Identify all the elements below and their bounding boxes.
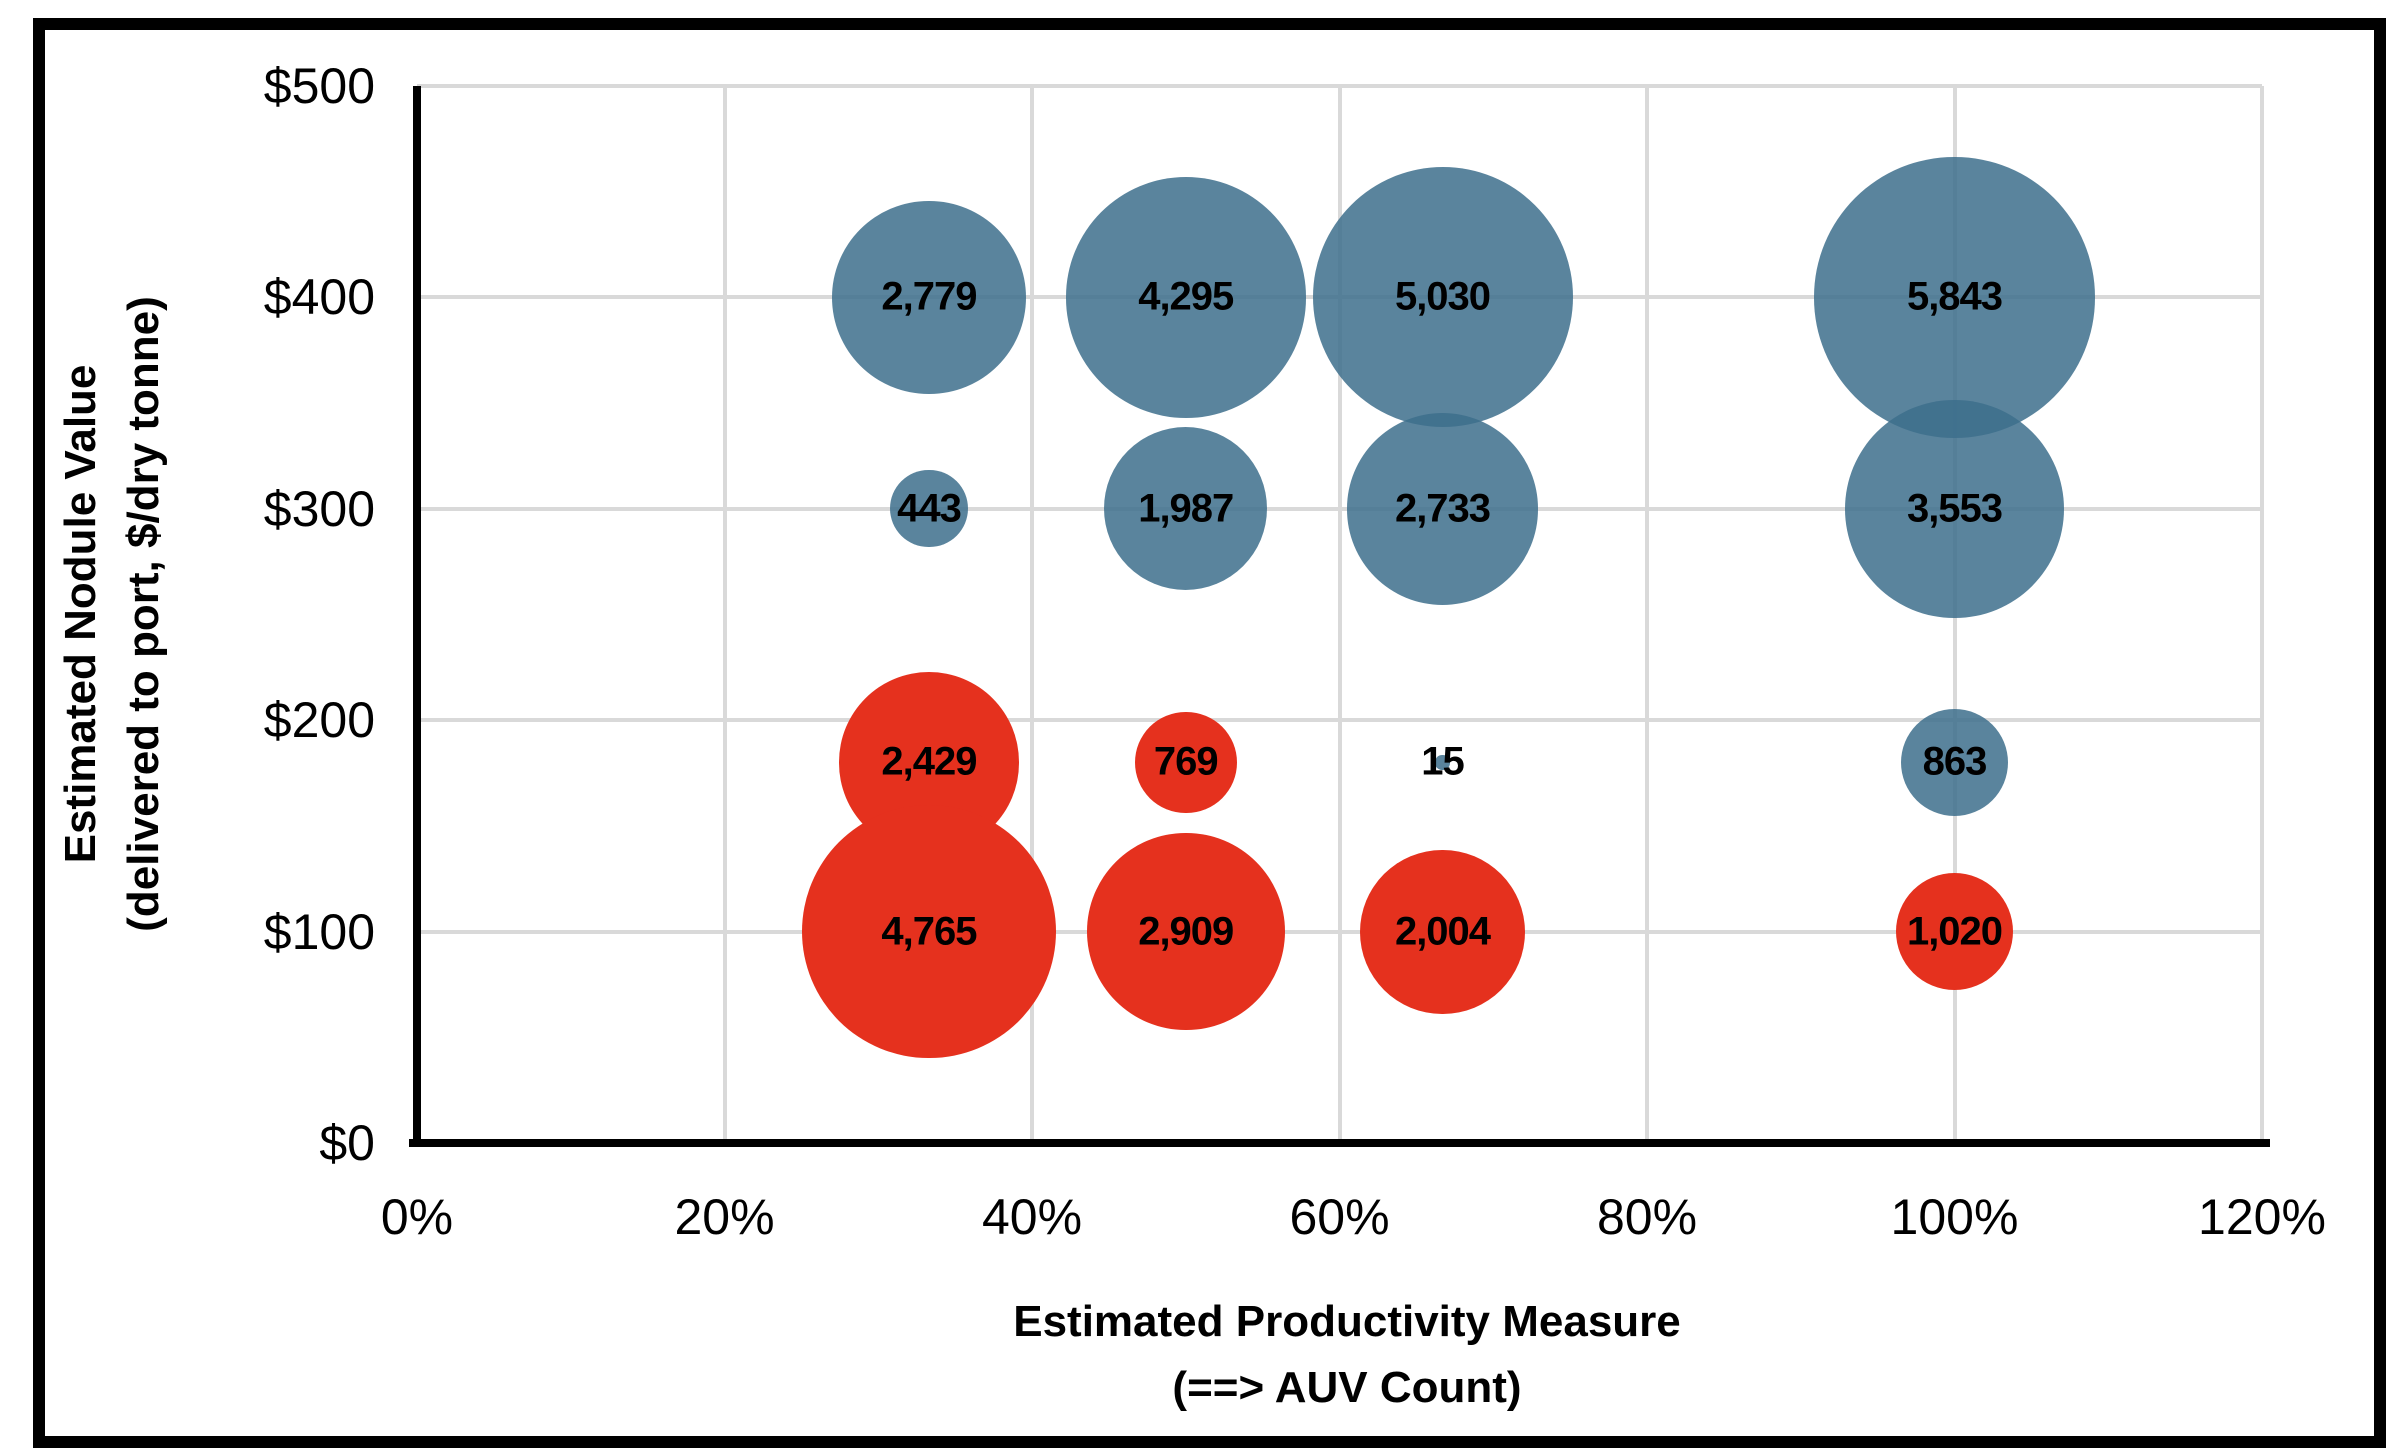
red-bubble: [1895, 873, 2014, 991]
bubble-data-label: 2,004: [1394, 909, 1491, 954]
bubble-data-label: 5,843: [1906, 274, 2003, 319]
bubble-data-label: 5,030: [1394, 274, 1491, 319]
y-tick-label: $200: [263, 692, 375, 749]
x-axis-title: Estimated Productivity Measure (==> AUV …: [1013, 1289, 1681, 1421]
red-bubble: [1360, 849, 1525, 1014]
x-tick-label: 40%: [981, 1189, 1083, 1245]
x-axis-title-line-2: (==> AUV Count): [1172, 1363, 1522, 1412]
blue-bubble: [1312, 167, 1573, 428]
x-axis-line: [409, 1139, 2270, 1147]
blue-bubble: [1346, 412, 1539, 605]
x-tick-label: 80%: [1596, 1189, 1698, 1245]
horizontal-gridline: [417, 718, 2262, 723]
x-axis-title-line-1: Estimated Productivity Measure: [1013, 1297, 1681, 1346]
y-axis-title: Estimated Nodule Value (delivered to por…: [49, 296, 175, 932]
y-axis-title-line-1: Estimated Nodule Value: [56, 364, 105, 864]
blue-bubble: [1104, 427, 1268, 591]
vertical-gridline: [2260, 86, 2264, 1143]
bubble-data-label: 3,553: [1906, 486, 2003, 531]
horizontal-gridline: [417, 506, 2262, 511]
bubble-data-label: 2,909: [1138, 909, 1234, 954]
y-axis-title-line-2: (delivered to port, $/dry tonne): [119, 296, 168, 932]
vertical-gridline: [1337, 86, 1342, 1143]
red-bubble: [1086, 832, 1285, 1031]
vertical-gridline: [722, 86, 727, 1143]
red-bubble: [802, 805, 1056, 1059]
bubble-data-label: 1,987: [1138, 486, 1234, 531]
x-tick-label: 100%: [1890, 1189, 2019, 1245]
blue-bubble: [1814, 157, 2095, 438]
blue-bubble: [1435, 755, 1450, 770]
bubble-data-label: 2,733: [1394, 486, 1491, 531]
vertical-gridline: [1645, 86, 1649, 1143]
bubble-data-label: 769: [1153, 739, 1219, 784]
red-bubble: [1134, 711, 1237, 814]
bubble-data-label: 863: [1922, 739, 1988, 784]
bubble-data-label: 4,295: [1138, 274, 1234, 319]
y-tick-label: $300: [263, 480, 375, 537]
blue-bubble: [890, 470, 968, 548]
bubble-data-label: 4,765: [881, 909, 977, 954]
x-tick-label: 0%: [380, 1189, 454, 1245]
y-tick-label: $100: [263, 903, 375, 960]
x-tick-label: 20%: [674, 1189, 775, 1245]
horizontal-gridline: [417, 929, 2262, 934]
blue-bubble: [1845, 399, 2064, 619]
bubble-data-label: 2,429: [881, 739, 977, 784]
y-tick-label: $500: [263, 58, 375, 114]
y-tick-label: $0: [319, 1115, 375, 1171]
plot-area: 2,779 4,295 5,030 5,843 443 1,987 2,733 3,553 15…: [417, 84, 2264, 1143]
x-tick-label: 60%: [1289, 1189, 1390, 1245]
bubble-data-label: 2,779: [881, 274, 977, 319]
y-tick-label: $400: [263, 269, 375, 326]
horizontal-gridline: [417, 84, 2262, 88]
blue-bubble: [832, 200, 1026, 395]
bubble-data-label: 443: [897, 486, 962, 531]
x-tick-label: 120%: [2198, 1189, 2326, 1245]
blue-bubble: [1065, 177, 1306, 418]
bubble-data-label: 15: [1421, 739, 1464, 784]
y-axis-line: [413, 86, 421, 1147]
vertical-gridline: [1030, 86, 1034, 1143]
blue-bubble: [1900, 708, 2009, 817]
bubble-data-label: 1,020: [1906, 909, 2003, 954]
